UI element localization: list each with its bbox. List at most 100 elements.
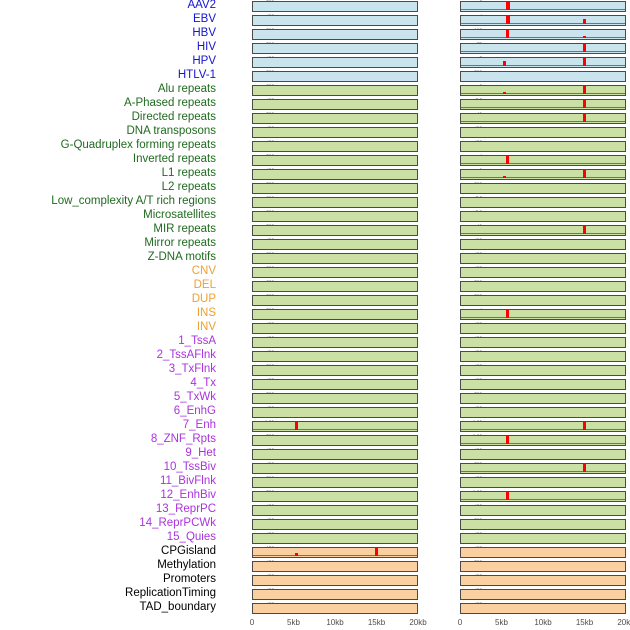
right-track-inv[interactable]: 4003002001000 (460, 322, 626, 334)
left-track-cpgisland[interactable]: 150100500 (252, 546, 418, 558)
right-track-10-tssbiv[interactable]: 5004003002001000 (460, 462, 626, 474)
left-track-directed-repeats[interactable]: 5004003002001000 (252, 112, 418, 124)
left-track-ebv[interactable]: 4003002001000 (252, 14, 418, 26)
left-track-box (252, 435, 418, 446)
right-track-15-quies[interactable]: 4003002001000 (460, 532, 626, 544)
right-track-1-tssa[interactable]: 4003002001000 (460, 336, 626, 348)
right-track-4-tx[interactable]: 4003002001000 (460, 378, 626, 390)
left-track-4-tx[interactable]: 4003002001000 (252, 378, 418, 390)
left-track-alu-repeats[interactable]: 3002001000 (252, 84, 418, 96)
track-label-tad-boundary: TAD_boundary (139, 601, 217, 614)
right-track-mirror-repeats[interactable]: 4003002001000 (460, 238, 626, 250)
left-track-13-reprpc[interactable]: 4003002001000 (252, 504, 418, 516)
right-track-inverted-repeats[interactable]: 43210 (460, 154, 626, 166)
right-track-mir-repeats[interactable]: 403020100 (460, 224, 626, 236)
left-track-methylation[interactable]: 4003002001000 (252, 560, 418, 572)
right-track-6-enhg[interactable]: 4003002001000 (460, 406, 626, 418)
right-track-dup[interactable]: 5004003002001000 (460, 294, 626, 306)
left-track-cnv[interactable]: 3002001000 (252, 266, 418, 278)
left-track-15-quies[interactable]: 4003002001000 (252, 532, 418, 544)
left-track-mirror-repeats[interactable]: 4003002001000 (252, 238, 418, 250)
right-track-del[interactable]: 5004003002001000 (460, 280, 626, 292)
left-track-5-txwk[interactable]: 5004003002001000 (252, 392, 418, 404)
right-track-microsatellites[interactable]: 5.02.50.0 (460, 210, 626, 222)
track-label-13-reprpc: 13_ReprPC (155, 503, 216, 516)
track-label-a-phased-repeats: A-Phased repeats (123, 97, 216, 110)
right-track-ebv[interactable]: 43210 (460, 14, 626, 26)
right-track-5-txwk[interactable]: 5004003002001000 (460, 392, 626, 404)
left-track-3-txflnk[interactable]: 5004003002001000 (252, 364, 418, 376)
left-track-tad-boundary[interactable]: 4003002001000 (252, 602, 418, 614)
left-track-box (252, 1, 418, 12)
right-track-alu-repeats[interactable]: 9630 (460, 84, 626, 96)
left-track-dna-transposons[interactable]: 4003002001000 (252, 126, 418, 138)
right-track-g-quadruplex-forming-repeats[interactable]: 4003002001000 (460, 140, 626, 152)
baseline (461, 442, 625, 444)
right-track-hbv[interactable]: 12080400 (460, 28, 626, 40)
left-track-a-phased-repeats[interactable]: 4003002001000 (252, 98, 418, 110)
left-track-z-dna-motifs[interactable]: 3002001000 (252, 252, 418, 264)
left-track-dup[interactable]: 5004003002001000 (252, 294, 418, 306)
right-track-cnv[interactable]: 4003002001000 (460, 266, 626, 278)
left-track-low-complexity-a-t-rich-regions[interactable]: 3002001000 (252, 196, 418, 208)
right-track-8-znf-rpts[interactable]: 1.000.750.500.250.00 (460, 434, 626, 446)
right-track-hiv[interactable]: 7550250 (460, 42, 626, 54)
left-track-6-enhg[interactable]: 4003002001000 (252, 406, 418, 418)
left-track-del[interactable]: 3002001000 (252, 280, 418, 292)
left-track-replicationtiming[interactable]: 4003002001000 (252, 588, 418, 600)
right-track-directed-repeats[interactable]: 403020100 (460, 112, 626, 124)
track-label-directed-repeats: Directed repeats (131, 111, 216, 124)
right-track-promoters[interactable]: 4003002001000 (460, 574, 626, 586)
right-track-9-het[interactable]: 4003002001000 (460, 448, 626, 460)
left-track-inv[interactable]: 4003002001000 (252, 322, 418, 334)
left-track-hpv[interactable]: 4003002001000 (252, 56, 418, 68)
right-track-2-tssaflnk[interactable]: 4003002001000 (460, 350, 626, 362)
left-track-1-tssa[interactable]: 4003002001000 (252, 336, 418, 348)
right-track-12-enhbiv[interactable]: 1.000.750.500.250.00 (460, 490, 626, 502)
left-track-g-quadruplex-forming-repeats[interactable]: 4003002001000 (252, 140, 418, 152)
right-track-hpv[interactable]: 543210 (460, 56, 626, 68)
left-track-promoters[interactable]: 4003002001000 (252, 574, 418, 586)
left-track-ins[interactable]: 5004003002001000 (252, 308, 418, 320)
left-track-2-tssaflnk[interactable]: 4003002001000 (252, 350, 418, 362)
right-track-aav2[interactable]: 3210 (460, 0, 626, 12)
left-track-l1-repeats[interactable]: 4003002001000 (252, 168, 418, 180)
left-track-10-tssbiv[interactable]: 4003002001000 (252, 462, 418, 474)
left-track-microsatellites[interactable]: 3002001000 (252, 210, 418, 222)
left-track-hbv[interactable]: 5004003002001000 (252, 28, 418, 40)
right-track-box (460, 505, 626, 516)
right-track-low-complexity-a-t-rich-regions[interactable]: 7.55.02.50.0 (460, 196, 626, 208)
baseline (461, 176, 625, 178)
left-track-14-reprpcwk[interactable]: 4003002001000 (252, 518, 418, 530)
right-track-14-reprpcwk[interactable]: 5004003002001000 (460, 518, 626, 530)
right-track-dna-transposons[interactable]: 4003002001000 (460, 126, 626, 138)
left-track-7-enh[interactable]: 1.000.750.500.250.00 (252, 420, 418, 432)
left-track-mir-repeats[interactable]: 5004003002001000 (252, 224, 418, 236)
right-track-l2-repeats[interactable]: 5004003002001000 (460, 182, 626, 194)
left-track-inverted-repeats[interactable]: 5004003002001000 (252, 154, 418, 166)
left-track-9-het[interactable]: 4003002001000 (252, 448, 418, 460)
left-track-htlv-1[interactable]: 5004003002001000 (252, 70, 418, 82)
left-track-l2-repeats[interactable]: 5004003002001000 (252, 182, 418, 194)
left-track-box (252, 281, 418, 292)
baseline (461, 498, 625, 500)
left-track-11-bivflnk[interactable]: 5004003002001000 (252, 476, 418, 488)
left-track-aav2[interactable]: 5004003002001000 (252, 0, 418, 12)
right-track-a-phased-repeats[interactable]: 7.55.02.50.0 (460, 98, 626, 110)
right-track-ins[interactable]: 43210 (460, 308, 626, 320)
right-track-tad-boundary[interactable]: 4003002001000 (460, 602, 626, 614)
right-track-13-reprpc[interactable]: 4003002001000 (460, 504, 626, 516)
right-track-11-bivflnk[interactable]: 4003002001000 (460, 476, 626, 488)
right-track-3-txflnk[interactable]: 4003002001000 (460, 364, 626, 376)
left-track-12-enhbiv[interactable]: 5004003002001000 (252, 490, 418, 502)
data-spike (502, 60, 506, 66)
left-track-8-znf-rpts[interactable]: 5004003002001000 (252, 434, 418, 446)
right-track-l1-repeats[interactable]: 9630 (460, 168, 626, 180)
left-track-hiv[interactable]: 5004003002001000 (252, 42, 418, 54)
right-track-7-enh[interactable]: 1.000.750.500.250.00 (460, 420, 626, 432)
right-track-replicationtiming[interactable]: 4003002001000 (460, 588, 626, 600)
right-track-methylation[interactable]: 5004003002001000 (460, 560, 626, 572)
right-track-z-dna-motifs[interactable]: 4003002001000 (460, 252, 626, 264)
right-track-htlv-1[interactable]: 5004003002001000 (460, 70, 626, 82)
right-track-cpgisland[interactable]: 4003002001000 (460, 546, 626, 558)
